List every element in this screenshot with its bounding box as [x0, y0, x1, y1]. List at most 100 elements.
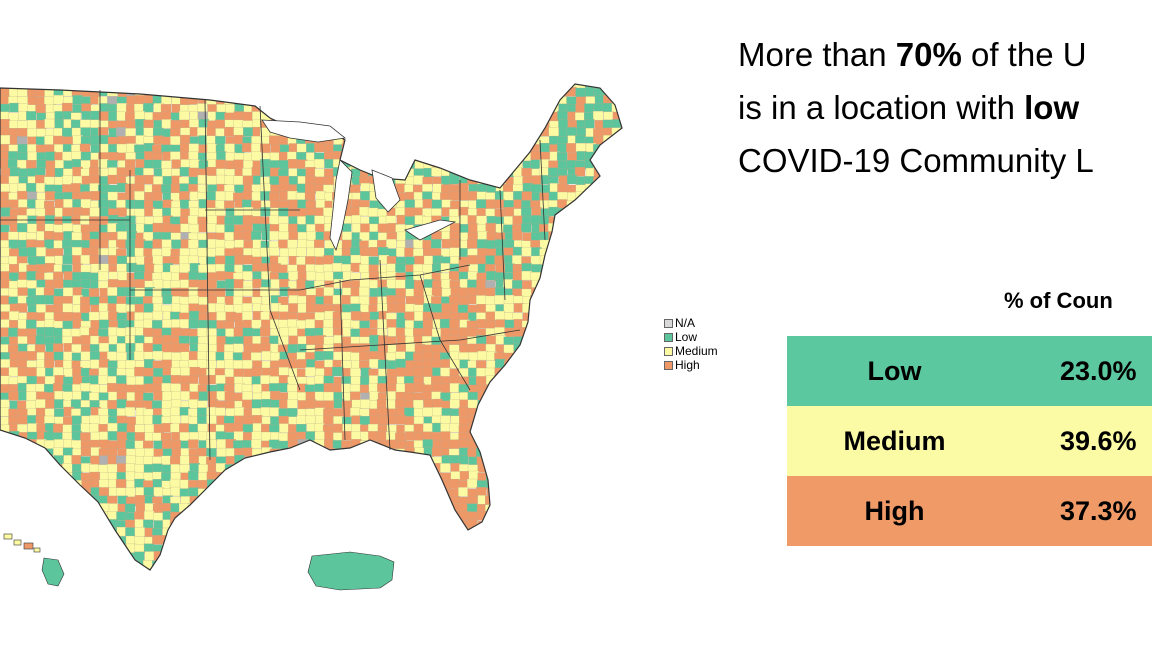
county-cell [18, 471, 29, 481]
county-cell [324, 88, 335, 98]
county-cell [575, 327, 586, 337]
county-cell [530, 568, 542, 570]
county-cell [288, 159, 299, 169]
county-cell [403, 527, 415, 538]
county-cell [594, 328, 606, 338]
county-cell [288, 231, 299, 241]
county-cell [567, 352, 578, 362]
county-cell [242, 286, 254, 297]
county-cell [187, 375, 199, 385]
county-cell [431, 104, 443, 114]
county-cell [251, 463, 262, 473]
county-cell [486, 560, 497, 570]
county-cell [404, 520, 415, 530]
county-cell [350, 479, 362, 490]
county-cell [27, 504, 38, 514]
county-cell [467, 448, 478, 458]
county-cell [395, 111, 407, 121]
county-cell [520, 535, 532, 545]
county-cell [585, 559, 596, 569]
county-cell [441, 238, 452, 249]
county-cell [621, 464, 622, 474]
county-cell [593, 376, 604, 386]
county-cell [539, 520, 551, 530]
county-cell [503, 112, 514, 122]
county-cell [252, 560, 264, 570]
county-cell [161, 343, 173, 353]
county-cell [35, 495, 46, 505]
county-cell [251, 84, 262, 89]
county-cell [386, 488, 397, 498]
county-cell [17, 351, 28, 361]
county-cell [296, 256, 307, 266]
county-cell [54, 504, 66, 514]
county-cell [152, 463, 163, 473]
county-cell [279, 95, 290, 105]
county-cell [197, 247, 208, 257]
county-cell [90, 455, 101, 465]
county-cell [458, 368, 470, 378]
county-cell [297, 503, 308, 513]
county-cell [611, 408, 622, 418]
county-cell [576, 568, 587, 570]
county-cell [548, 127, 559, 137]
county-cell [503, 543, 515, 553]
county-cell [378, 504, 389, 515]
county-cell [612, 359, 622, 370]
county-cell [422, 487, 433, 498]
county-cell [189, 463, 200, 473]
county-cell [531, 536, 542, 546]
county-cell [457, 336, 469, 346]
county-cell [431, 495, 442, 505]
county-cell [594, 320, 605, 330]
county-cell [593, 448, 604, 458]
county-cell [377, 102, 388, 113]
county-cell [414, 576, 424, 585]
county-cell [458, 95, 469, 105]
county-cell [297, 447, 308, 457]
county-cell [26, 448, 38, 458]
county-cell [251, 439, 262, 449]
county-cell [423, 255, 435, 265]
county-cell [0, 359, 11, 369]
county-cell [602, 200, 613, 210]
county-cell [89, 471, 101, 482]
county-cell [458, 407, 469, 417]
county-cell [161, 271, 172, 282]
county-cell [585, 303, 596, 313]
county-cell [142, 455, 154, 466]
county-cell [89, 296, 100, 306]
county-cell [351, 528, 363, 539]
county-cell [567, 535, 578, 545]
county-cell [440, 431, 451, 441]
county-cell [485, 423, 496, 434]
county-cell [487, 576, 497, 585]
county-cell [567, 319, 579, 330]
county-cell [441, 111, 452, 121]
county-cell [512, 399, 523, 409]
county-cell [8, 151, 19, 161]
county-cell [530, 184, 541, 194]
county-cell [278, 480, 289, 490]
county-cell [198, 503, 209, 513]
county-cell [296, 495, 308, 505]
county-cell [17, 279, 28, 289]
county-cell [143, 103, 154, 113]
county-cell [440, 463, 451, 473]
county-cell [80, 127, 91, 137]
county-cell [574, 536, 586, 546]
county-cell [242, 351, 253, 362]
county-cell [413, 536, 424, 546]
county-cell [90, 551, 101, 562]
county-cell [513, 360, 524, 370]
county-cell [611, 471, 622, 481]
county-cell [377, 495, 389, 505]
county-cell [306, 478, 317, 489]
county-cell [206, 551, 218, 561]
county-cell [584, 118, 595, 129]
county-cell [81, 558, 93, 569]
county-cell [351, 135, 362, 146]
county-cell [594, 351, 605, 361]
county-cell [567, 502, 579, 513]
county-cell [224, 231, 235, 242]
